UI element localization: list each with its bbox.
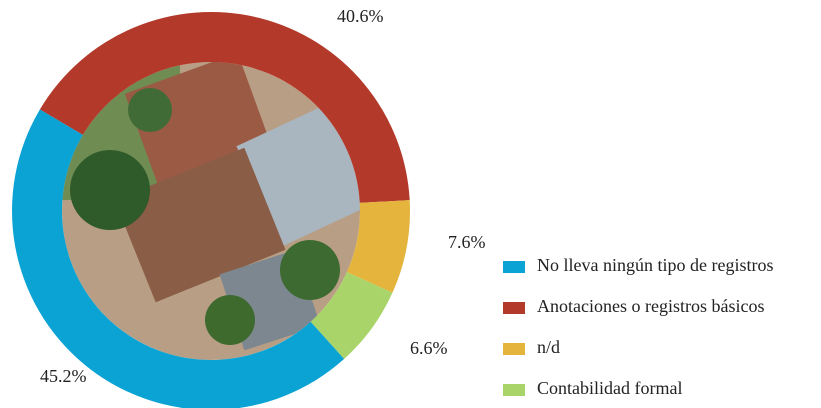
legend-swatch	[503, 261, 525, 273]
legend-label: Anotaciones o registros básicos	[537, 296, 764, 316]
data-label: 45.2%	[40, 366, 87, 386]
data-label: 40.6%	[337, 6, 384, 26]
data-label: 7.6%	[448, 232, 486, 252]
legend-swatch	[503, 384, 525, 396]
donut-segment	[346, 200, 410, 293]
donut-segment	[12, 109, 345, 408]
legend-label: n/d	[537, 337, 560, 357]
legend-label: Contabilidad formal	[537, 378, 682, 398]
legend-swatch	[503, 343, 525, 355]
center-photo	[62, 62, 360, 360]
legend-swatch	[503, 302, 525, 314]
legend-label: No lleva ningún tipo de registros	[537, 255, 773, 275]
data-label: 6.6%	[410, 338, 448, 358]
donut-segment	[39, 12, 410, 203]
donut-segment	[310, 272, 393, 359]
